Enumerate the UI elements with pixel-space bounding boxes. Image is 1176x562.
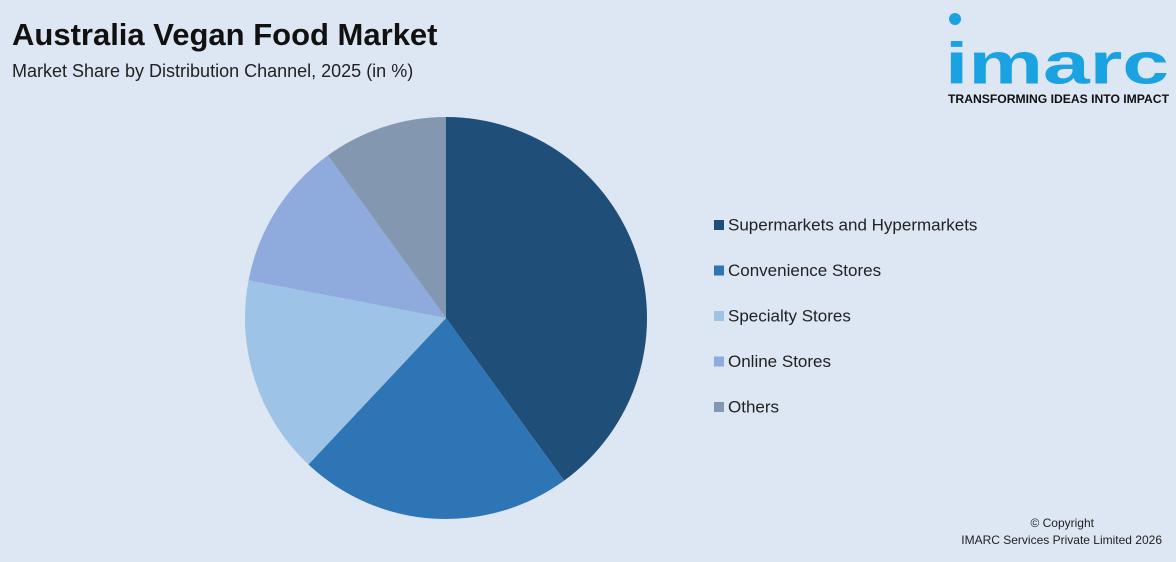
legend-swatch: [714, 311, 724, 321]
legend-label: Convenience Stores: [728, 261, 881, 280]
chart-subtitle: Market Share by Distribution Channel, 20…: [12, 61, 413, 81]
legend-label: Specialty Stores: [728, 306, 851, 325]
logo: imarc: [945, 31, 1169, 96]
pie-slice: [446, 117, 647, 481]
legend-label: Online Stores: [728, 352, 831, 371]
logo-dot: [949, 13, 961, 25]
pie-slice: [245, 280, 446, 465]
pie-slice: [308, 318, 565, 519]
legend-swatch: [714, 265, 724, 276]
logo-tagline: TRANSFORMING IDEAS INTO IMPACT: [948, 94, 1169, 106]
legend-label: Supermarkets and Hypermarkets: [728, 215, 977, 234]
legend-swatch: [714, 220, 724, 230]
legend-swatch: [714, 356, 724, 367]
chart-title: Australia Vegan Food Market: [12, 17, 438, 52]
pie-slice: [248, 155, 446, 318]
copyright: © Copyright: [1030, 516, 1094, 530]
legend-swatch: [714, 402, 724, 412]
pie-slice: [327, 117, 446, 318]
legend-label: Others: [728, 397, 779, 416]
copyright: IMARC Services Private Limited 2026: [961, 533, 1162, 547]
